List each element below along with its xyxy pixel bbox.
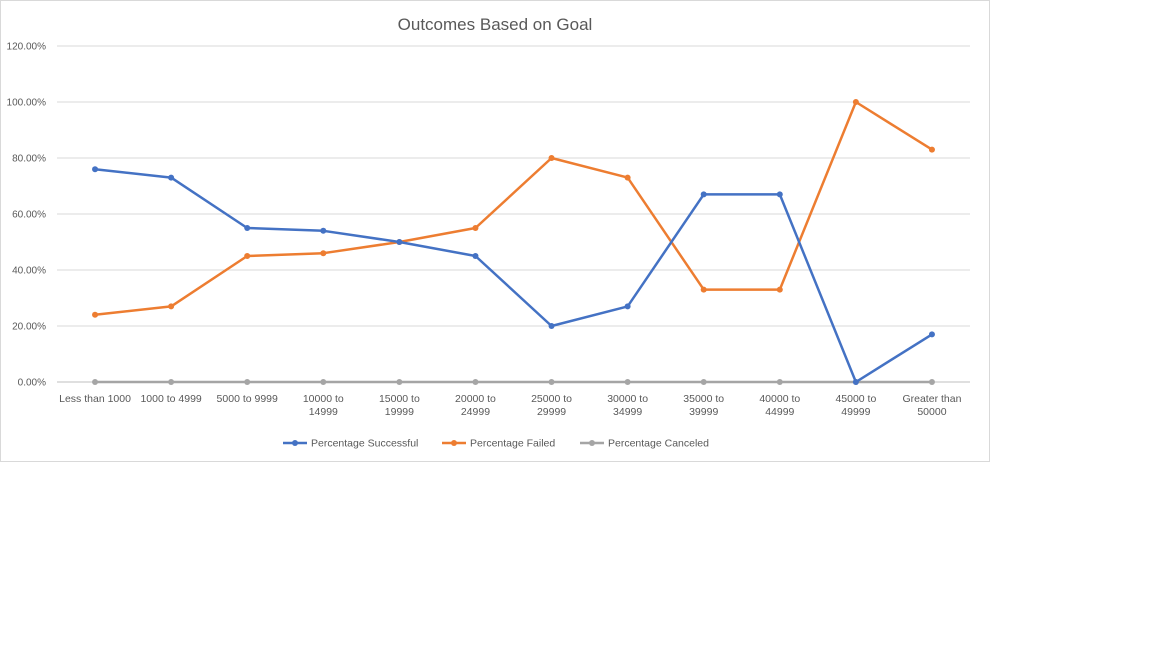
legend-label: Percentage Successful — [311, 438, 418, 450]
y-tick-label: 100.00% — [7, 98, 47, 109]
legend-item: Percentage Canceled — [580, 438, 709, 450]
data-point — [928, 379, 935, 385]
x-tick-label: 5000 to 9999 — [217, 393, 278, 405]
x-tick-label: 25000 to 29999 — [531, 393, 572, 418]
data-point — [624, 303, 631, 310]
data-point — [776, 286, 783, 293]
x-tick-label: 35000 to 39999 — [683, 393, 724, 418]
y-tick-label: 80.00% — [12, 154, 46, 165]
legend-label: Percentage Failed — [470, 438, 555, 450]
series-percentage-canceled — [92, 379, 935, 385]
data-point — [244, 225, 251, 231]
data-point — [92, 166, 99, 173]
series-line — [94, 167, 933, 384]
data-point — [244, 253, 251, 259]
y-tick-label: 20.00% — [12, 322, 46, 333]
data-point — [92, 311, 99, 318]
series-line — [94, 100, 933, 317]
series-percentage-failed — [92, 99, 935, 318]
y-axis-tick-labels: 0.00% 20.00% 40.00% 60.00% 80.00% 100.00% 120.… — [7, 42, 47, 389]
x-axis-tick-labels: Less than 1000 1000 to 4999 5000 to 9999 10… — [59, 393, 961, 418]
data-point — [624, 174, 631, 181]
x-tick-label: 20000 to 24999 — [455, 393, 496, 418]
data-point — [396, 239, 403, 245]
legend-label: Percentage Canceled — [608, 438, 709, 450]
data-point — [776, 379, 783, 385]
data-point — [320, 227, 327, 234]
data-point — [320, 379, 327, 385]
x-tick-label: 45000 to 49999 — [835, 393, 876, 418]
data-point — [168, 174, 175, 181]
data-point — [852, 379, 859, 385]
legend-swatch-marker — [292, 440, 298, 446]
line-chart: Outcomes Based on Goal 0.00% 20.00% 40.00%… — [7, 15, 970, 450]
x-tick-label: 15000 to 19999 — [379, 393, 420, 418]
data-point — [700, 286, 707, 293]
series-lines — [92, 99, 935, 385]
data-point — [852, 99, 859, 105]
y-tick-label: 0.00% — [18, 378, 46, 389]
data-point — [472, 225, 479, 231]
data-point — [168, 379, 175, 385]
y-tick-label: 120.00% — [7, 42, 47, 53]
x-tick-label: 10000 to 14999 — [303, 393, 344, 418]
legend-swatch-marker — [589, 440, 595, 446]
data-point — [928, 146, 935, 153]
x-tick-label: 1000 to 4999 — [140, 393, 201, 405]
data-point — [548, 323, 555, 329]
data-point — [92, 379, 99, 385]
data-point — [700, 191, 707, 198]
data-point — [700, 379, 707, 385]
data-point — [624, 379, 631, 385]
series-percentage-successful — [92, 166, 935, 385]
x-tick-label: Less than 1000 — [59, 393, 131, 405]
data-point — [320, 250, 327, 257]
data-point — [244, 379, 251, 385]
data-point — [776, 191, 783, 198]
x-tick-label: Greater than 50000 — [902, 393, 961, 418]
data-point — [168, 303, 175, 310]
y-tick-label: 60.00% — [12, 210, 46, 221]
legend-item: Percentage Successful — [283, 438, 418, 450]
data-point — [928, 331, 935, 338]
y-tick-label: 40.00% — [12, 266, 46, 277]
legend-swatch-marker — [451, 440, 457, 446]
chart-container: Outcomes Based on Goal 0.00% 20.00% 40.00%… — [0, 0, 990, 462]
x-tick-label: 30000 to 34999 — [607, 393, 648, 418]
data-point — [472, 253, 479, 259]
data-point — [472, 379, 479, 385]
data-point — [396, 379, 403, 385]
gridlines — [57, 45, 970, 383]
data-point — [548, 155, 555, 161]
legend-item: Percentage Failed — [442, 438, 555, 450]
chart-title: Outcomes Based on Goal — [398, 15, 593, 34]
data-point — [548, 379, 555, 385]
x-tick-label: 40000 to 44999 — [759, 393, 800, 418]
legend: Percentage Successful Percentage Failed Pe… — [283, 438, 709, 450]
